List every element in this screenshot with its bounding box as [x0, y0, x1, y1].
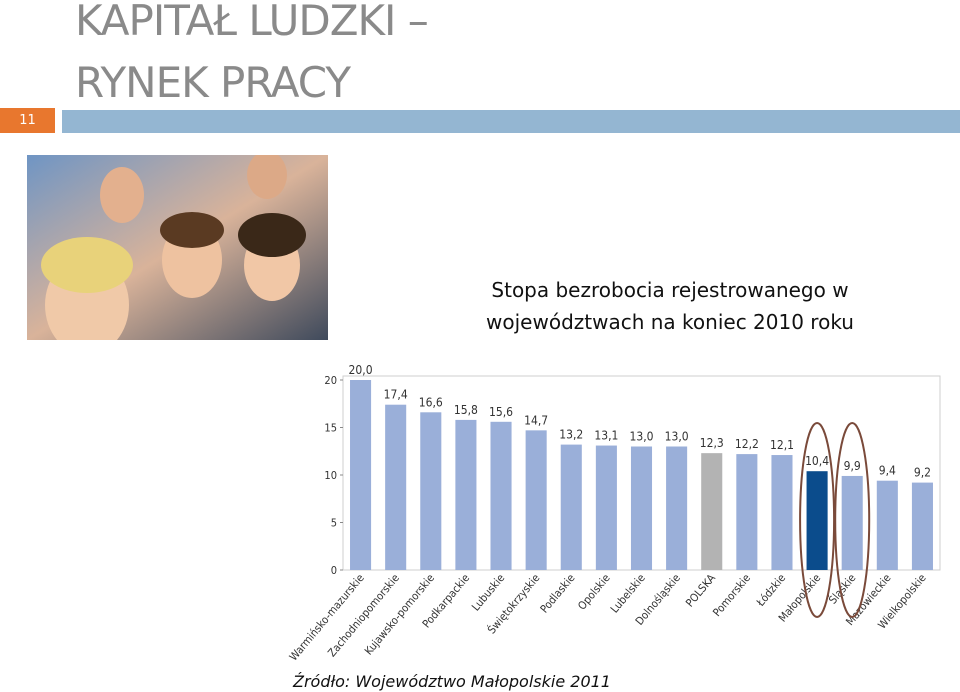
source-note: Źródło: Województwo Małopolskie 2011: [293, 672, 611, 691]
x-tick-label: Łódzkie: [753, 572, 788, 610]
value-label: 12,3: [700, 436, 724, 450]
value-label: 13,0: [665, 430, 689, 444]
x-tick-label: Pomorskie: [710, 572, 753, 620]
bar: [876, 480, 898, 570]
value-label: 15,6: [489, 405, 513, 419]
value-label: 9,4: [879, 464, 896, 478]
bar: [630, 446, 653, 570]
value-label: 14,7: [524, 413, 548, 427]
highlight-ellipse: [834, 422, 871, 618]
bar: [911, 482, 933, 570]
chart: 0510152020,0Warmińsko-mazurskie17,4Zacho…: [287, 363, 941, 663]
y-tick-label: 20: [324, 374, 337, 387]
bar: [666, 446, 688, 570]
value-label: 13,1: [594, 429, 618, 443]
bar: [841, 475, 863, 570]
x-tick-label: Podlaskie: [538, 572, 578, 616]
chart-title: Stopa bezrobocia rejestrowanego w wojewó…: [486, 278, 854, 334]
value-label: 13,0: [629, 430, 653, 444]
x-tick-label: POLSKA: [683, 571, 718, 609]
x-tick-label: Opolskie: [575, 572, 612, 613]
header-band: [62, 110, 960, 133]
value-label: 17,4: [384, 388, 408, 402]
slide-title: KAPITAŁ LUDZKI –: [75, 0, 429, 45]
bar: [806, 471, 828, 570]
y-tick-label: 10: [324, 469, 337, 482]
bar: [455, 419, 477, 570]
bar: [350, 380, 372, 570]
bar: [736, 454, 758, 570]
bar: [525, 430, 547, 570]
bar: [490, 421, 512, 570]
value-label: 10,4: [805, 454, 829, 468]
y-tick-label: 0: [331, 564, 337, 577]
bar: [771, 455, 793, 570]
y-tick-label: 15: [324, 422, 337, 435]
value-label: 12,2: [735, 437, 759, 451]
highlight-ellipse: [799, 422, 836, 618]
value-label: 12,1: [770, 438, 794, 452]
value-label: 15,8: [454, 403, 478, 417]
bar: [560, 444, 582, 570]
y-tick-label: 5: [331, 517, 337, 530]
photo: [27, 155, 328, 340]
value-label: 16,6: [419, 395, 443, 409]
bar: [385, 404, 407, 570]
bar: [701, 453, 723, 570]
slide-title: RYNEK PRACY: [75, 58, 351, 107]
value-label: 13,2: [559, 428, 583, 442]
bar: [595, 445, 617, 570]
value-label: 20,0: [349, 363, 373, 377]
value-label: 9,9: [844, 459, 861, 473]
bar: [420, 412, 442, 570]
slide-number: 11: [0, 108, 55, 133]
value-label: 9,2: [914, 466, 931, 480]
